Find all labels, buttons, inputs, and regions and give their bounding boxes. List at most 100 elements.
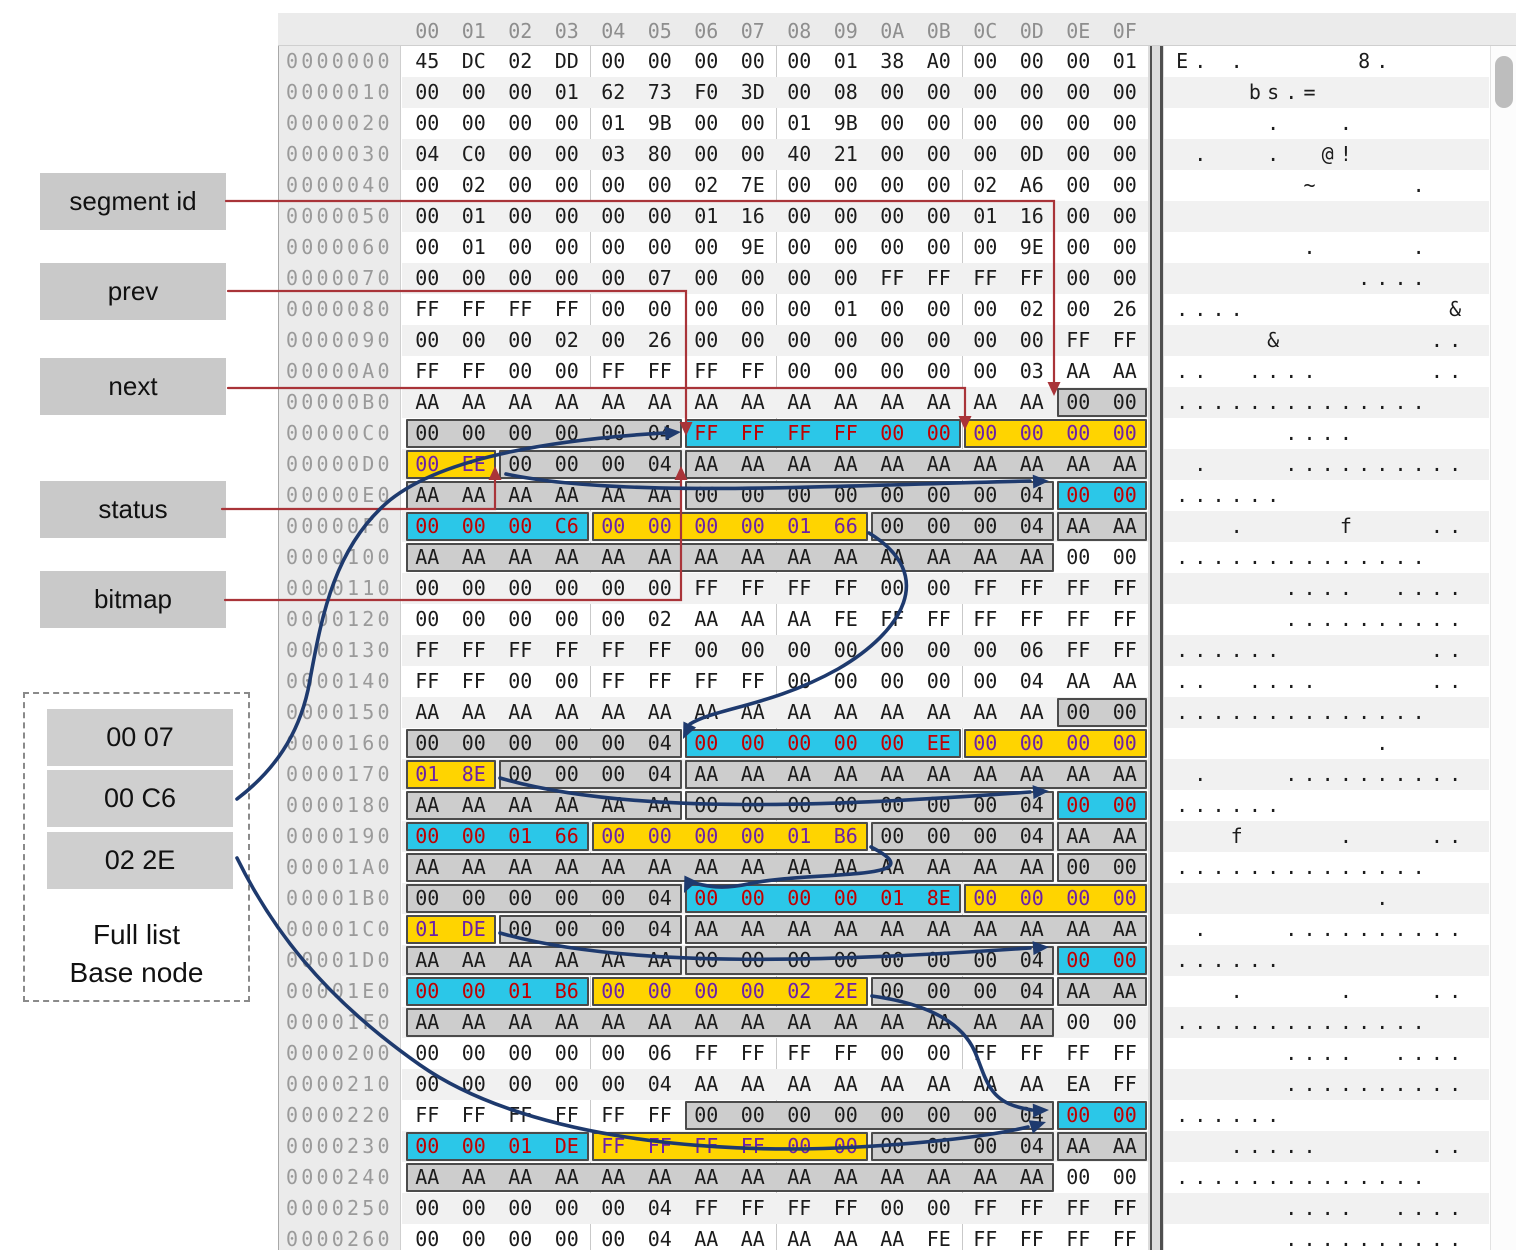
hex-byte[interactable]: AA [647,948,672,972]
hex-byte[interactable]: AA [415,1010,440,1034]
hex-byte[interactable]: AA [833,545,858,569]
hex-byte[interactable]: AA [554,1010,579,1034]
hex-byte[interactable]: AA [647,545,672,569]
hex-byte[interactable]: AA [694,1165,719,1189]
hex-byte[interactable]: 04 [647,886,672,910]
hex-byte[interactable]: 8E [461,762,486,786]
hex-byte[interactable]: AA [461,1010,486,1034]
hex-byte[interactable]: 00 [508,452,533,476]
hex-byte[interactable]: FF [787,1041,812,1065]
hex-byte[interactable]: FF [740,1134,765,1158]
hex-byte[interactable]: AA [1112,1134,1137,1158]
hex-byte[interactable]: FF [694,669,719,693]
hex-byte[interactable]: 00 [508,421,533,445]
hex-byte[interactable]: 00 [833,204,858,228]
hex-byte[interactable]: AA [1066,979,1091,1003]
hex-byte[interactable]: AA [787,762,812,786]
hex-byte[interactable]: 00 [973,638,998,662]
hex-byte[interactable]: FF [694,1134,719,1158]
hex-byte[interactable]: 00 [1066,700,1091,724]
hex-byte[interactable]: FF [415,297,440,321]
hex-byte[interactable]: 00 [926,824,951,848]
hex-byte[interactable]: 00 [415,80,440,104]
hex-byte[interactable]: AA [833,1010,858,1034]
hex-byte[interactable]: AA [461,390,486,414]
hex-byte[interactable]: AA [601,545,626,569]
hex-byte[interactable]: 00 [694,793,719,817]
hex-byte[interactable]: FF [740,421,765,445]
hex-byte[interactable]: 02 [787,979,812,1003]
hex-byte[interactable]: AA [926,545,951,569]
hex-byte[interactable]: 00 [973,731,998,755]
hex-byte[interactable]: AA [740,762,765,786]
hex-byte[interactable]: 00 [1066,297,1091,321]
hex-byte[interactable]: FF [973,1196,998,1220]
hex-byte[interactable]: 00 [415,886,440,910]
hex-byte[interactable]: AA [973,700,998,724]
hex-byte[interactable]: 00 [926,204,951,228]
hex-byte[interactable]: 62 [601,80,626,104]
hex-byte[interactable]: AA [833,855,858,879]
hex-byte[interactable]: FF [508,638,533,662]
hex-byte[interactable]: FF [1112,1196,1137,1220]
hex-byte[interactable]: AA [740,607,765,631]
hex-byte[interactable]: AA [926,452,951,476]
hex-byte[interactable]: 00 [833,886,858,910]
hex-byte[interactable]: AA [508,793,533,817]
hex-byte[interactable]: 01 [973,204,998,228]
hex-byte[interactable]: FF [880,266,905,290]
hex-byte[interactable]: 00 [461,111,486,135]
hex-byte[interactable]: AA [833,1072,858,1096]
hex-byte[interactable]: 00 [415,235,440,259]
hex-byte[interactable]: 00 [601,49,626,73]
hex-byte[interactable]: AA [694,452,719,476]
hex-byte[interactable]: FF [601,1134,626,1158]
hex-byte[interactable]: 00 [1066,111,1091,135]
hex-byte[interactable]: AA [1066,1134,1091,1158]
hex-byte[interactable]: 00 [461,576,486,600]
hex-byte[interactable]: 00 [508,669,533,693]
hex-byte[interactable]: 00 [926,359,951,383]
hex-byte[interactable]: 00 [1066,886,1091,910]
hex-byte[interactable]: 00 [926,111,951,135]
hex-byte[interactable]: 00 [554,1072,579,1096]
hex-byte[interactable]: AA [694,917,719,941]
hex-byte[interactable]: FF [1112,328,1137,352]
hex-byte[interactable]: EE [926,731,951,755]
hex-byte[interactable]: AA [647,1165,672,1189]
hex-byte[interactable]: AA [1066,762,1091,786]
hex-byte[interactable]: AA [740,1227,765,1250]
hex-byte[interactable]: 00 [461,266,486,290]
hex-byte[interactable]: 00 [1066,1165,1091,1189]
hex-byte[interactable]: 00 [1112,235,1137,259]
hex-byte[interactable]: 00 [601,514,626,538]
hex-byte[interactable]: 00 [1019,731,1044,755]
hex-byte[interactable]: AA [973,452,998,476]
hex-byte[interactable]: 00 [461,979,486,1003]
hex-byte[interactable]: 00 [1066,483,1091,507]
hex-byte[interactable]: 00 [833,1103,858,1127]
hex-byte[interactable]: 00 [787,483,812,507]
hex-byte[interactable]: 00 [508,917,533,941]
hex-byte[interactable]: AA [1112,359,1137,383]
hex-byte[interactable]: 00 [880,731,905,755]
hex-byte[interactable]: 00 [461,824,486,848]
hex-byte[interactable]: 00 [415,1227,440,1250]
hex-byte[interactable]: 00 [880,638,905,662]
hex-byte[interactable]: AA [415,483,440,507]
hex-byte[interactable]: 66 [833,514,858,538]
hex-byte[interactable]: FF [601,669,626,693]
hex-byte[interactable]: AA [787,545,812,569]
hex-byte[interactable]: 00 [880,1196,905,1220]
hex-byte[interactable]: FF [740,1196,765,1220]
hex-byte[interactable]: 00 [880,576,905,600]
hex-byte[interactable]: AA [740,390,765,414]
hex-byte[interactable]: AA [601,700,626,724]
hex-byte[interactable]: 04 [1019,669,1044,693]
hex-byte[interactable]: EE [461,452,486,476]
hex-byte[interactable]: 01 [833,297,858,321]
hex-byte[interactable]: FF [1019,1196,1044,1220]
hex-byte[interactable]: FF [973,607,998,631]
hex-byte[interactable]: 00 [1066,1010,1091,1034]
hex-byte[interactable]: 00 [926,173,951,197]
